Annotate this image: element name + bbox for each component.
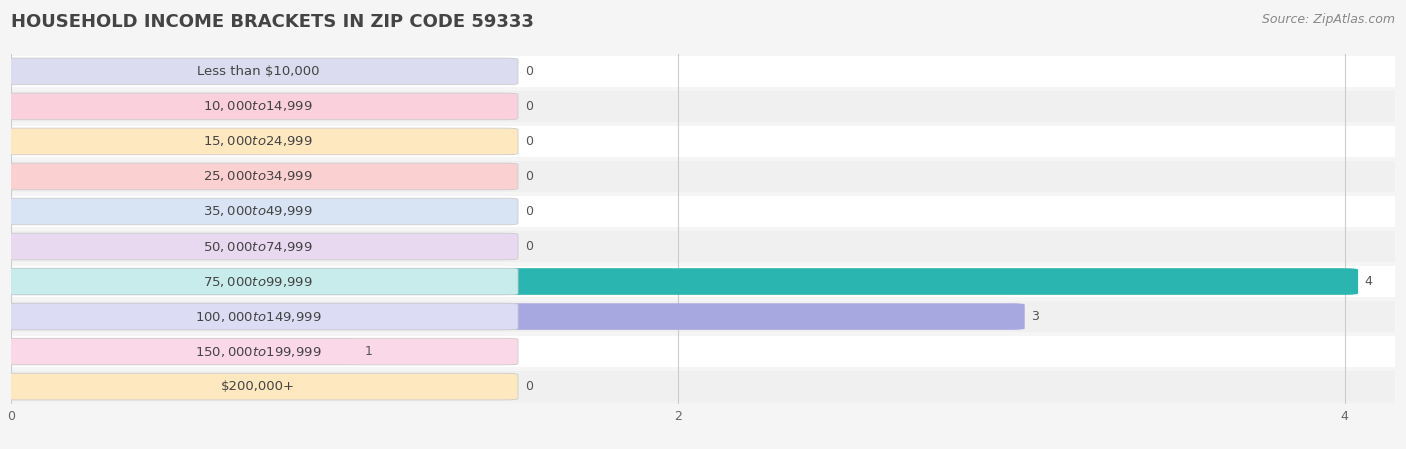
Text: 0: 0 xyxy=(524,100,533,113)
Text: 3: 3 xyxy=(1032,310,1039,323)
Text: $10,000 to $14,999: $10,000 to $14,999 xyxy=(202,99,312,114)
Text: HOUSEHOLD INCOME BRACKETS IN ZIP CODE 59333: HOUSEHOLD INCOME BRACKETS IN ZIP CODE 59… xyxy=(11,13,534,31)
Text: $15,000 to $24,999: $15,000 to $24,999 xyxy=(202,134,312,149)
Text: 0: 0 xyxy=(524,170,533,183)
FancyBboxPatch shape xyxy=(0,233,517,260)
Text: 1: 1 xyxy=(364,345,373,358)
FancyBboxPatch shape xyxy=(0,338,359,365)
Text: 4: 4 xyxy=(1365,275,1372,288)
FancyBboxPatch shape xyxy=(0,268,1358,295)
FancyBboxPatch shape xyxy=(0,163,517,190)
Text: Source: ZipAtlas.com: Source: ZipAtlas.com xyxy=(1261,13,1395,26)
Bar xyxy=(11,161,1395,192)
Text: 0: 0 xyxy=(524,65,533,78)
Bar xyxy=(11,301,1395,332)
FancyBboxPatch shape xyxy=(0,268,517,295)
Text: 0: 0 xyxy=(524,380,533,393)
Text: 0: 0 xyxy=(524,135,533,148)
FancyBboxPatch shape xyxy=(0,128,517,155)
Bar xyxy=(11,56,1395,87)
Text: $200,000+: $200,000+ xyxy=(221,380,295,393)
Text: $25,000 to $34,999: $25,000 to $34,999 xyxy=(202,169,312,184)
Text: $35,000 to $49,999: $35,000 to $49,999 xyxy=(202,204,312,219)
Text: Less than $10,000: Less than $10,000 xyxy=(197,65,319,78)
FancyBboxPatch shape xyxy=(0,338,517,365)
Text: $150,000 to $199,999: $150,000 to $199,999 xyxy=(194,344,321,359)
FancyBboxPatch shape xyxy=(0,303,517,330)
Bar xyxy=(11,196,1395,227)
Bar xyxy=(11,91,1395,122)
Text: $75,000 to $99,999: $75,000 to $99,999 xyxy=(202,274,312,289)
FancyBboxPatch shape xyxy=(0,198,517,225)
FancyBboxPatch shape xyxy=(0,303,1025,330)
Text: $100,000 to $149,999: $100,000 to $149,999 xyxy=(194,309,321,324)
Bar xyxy=(11,266,1395,297)
Bar xyxy=(11,126,1395,157)
FancyBboxPatch shape xyxy=(0,373,517,400)
Bar xyxy=(11,371,1395,402)
FancyBboxPatch shape xyxy=(0,58,517,85)
Text: 0: 0 xyxy=(524,205,533,218)
Text: 0: 0 xyxy=(524,240,533,253)
Text: $50,000 to $74,999: $50,000 to $74,999 xyxy=(202,239,312,254)
Bar xyxy=(11,231,1395,262)
Bar xyxy=(11,336,1395,367)
FancyBboxPatch shape xyxy=(0,93,517,120)
